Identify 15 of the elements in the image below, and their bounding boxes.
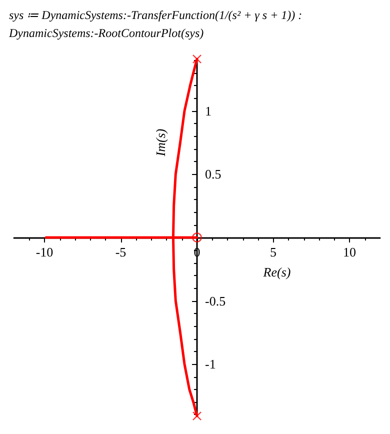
point xyxy=(192,54,202,64)
x-tick-label: 5 xyxy=(270,244,276,260)
y-tick-label: -0.5 xyxy=(205,293,226,308)
y-tick-label: 1 xyxy=(205,103,212,118)
point xyxy=(192,411,202,421)
x-tick-label: -10 xyxy=(36,244,54,260)
y-axis-title: Im(s) xyxy=(153,128,168,158)
point xyxy=(192,232,202,242)
chart-subtitle: DynamicSystems:-RootContourPlot(sys) xyxy=(8,26,204,40)
y-tick-label: -1 xyxy=(205,356,216,372)
x-tick-label: 10 xyxy=(343,244,356,260)
chart-title: sys ≔ DynamicSystems:-TransferFunction(1/(s² + γ s + 1)) : xyxy=(9,8,302,22)
x-axis-title: Re(s) xyxy=(262,264,291,280)
y-tick-label: 0.5 xyxy=(205,166,222,182)
x-tick-label: -5 xyxy=(115,244,126,260)
